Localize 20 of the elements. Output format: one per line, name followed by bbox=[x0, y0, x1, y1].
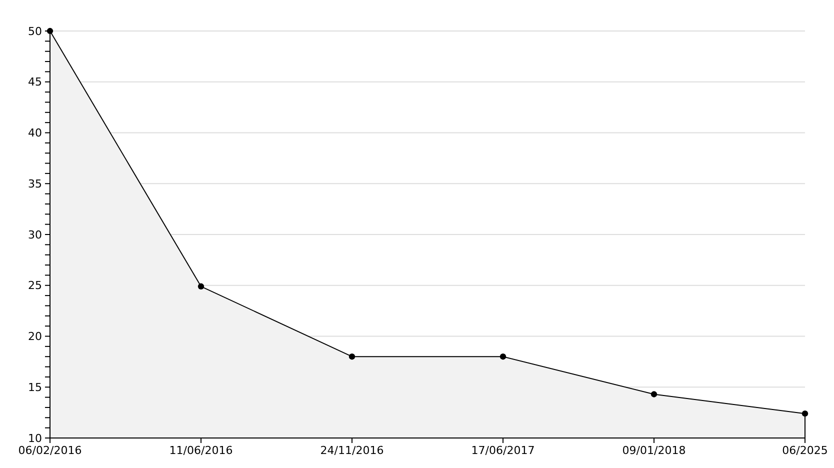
y-tick-label: 45 bbox=[28, 76, 42, 89]
y-tick-label: 35 bbox=[28, 177, 42, 190]
point bbox=[348, 354, 356, 360]
x-tick-label: 17/06/2017 bbox=[471, 444, 535, 457]
x-tick-label: 09/01/2018 bbox=[622, 444, 686, 457]
y-tick-label: 40 bbox=[28, 126, 42, 140]
y-tick-label: 15 bbox=[28, 380, 42, 394]
x-tick-label: 06/2025 bbox=[782, 444, 828, 457]
point bbox=[198, 283, 204, 290]
y-tick-label: 10 bbox=[28, 432, 42, 445]
point bbox=[802, 410, 808, 417]
y-tick-label: 20 bbox=[28, 330, 42, 344]
x-tick-label: 24/11/2016 bbox=[320, 444, 384, 457]
point bbox=[650, 391, 658, 398]
y-tick-label: 25 bbox=[28, 279, 42, 292]
x-tick-label: 06/02/2016 bbox=[18, 444, 82, 457]
x-tick-label: 11/06/2016 bbox=[169, 444, 233, 457]
y-tick-label: 50 bbox=[28, 24, 42, 38]
y-tick-label: 30 bbox=[28, 228, 42, 242]
point bbox=[500, 354, 506, 360]
